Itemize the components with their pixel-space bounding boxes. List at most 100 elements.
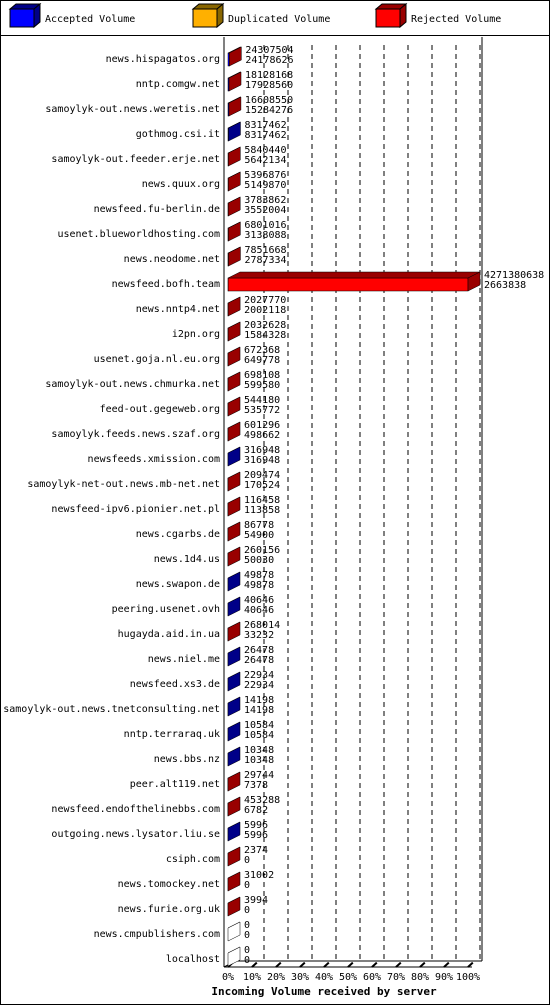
category-label: news.swapon.de [136, 579, 220, 590]
bar-side [227, 321, 241, 342]
value-label: 2787334 [244, 255, 286, 266]
bar-side [227, 821, 241, 842]
value-label: 10584 [244, 720, 274, 731]
tick-mark [251, 961, 258, 968]
value-label: 113858 [244, 505, 280, 516]
value-label: 544180 [244, 395, 280, 406]
value-label: 26478 [244, 645, 274, 656]
category-label: samoylyk.feeds.news.szaf.org [51, 429, 220, 440]
category-label: news.tomockey.net [118, 879, 220, 890]
value-label: 10348 [244, 755, 274, 766]
value-label: 0 [244, 955, 250, 966]
bar-side [227, 721, 241, 742]
category-label: news.cmpublishers.com [94, 929, 220, 940]
value-label: 5642134 [244, 155, 286, 166]
category-label: samoylyk-out.news.weretis.net [45, 104, 220, 115]
value-label: 1584328 [244, 330, 286, 341]
value-label: 22934 [244, 670, 274, 681]
category-label: feed-out.gegeweb.org [100, 404, 220, 415]
value-label: 5840440 [244, 145, 286, 156]
tick-mark [299, 961, 306, 968]
bar-side [229, 46, 242, 67]
bar-side [227, 296, 241, 317]
value-label: 50030 [244, 555, 274, 566]
bar-side [228, 221, 241, 242]
category-label: nntp.terraraq.uk [124, 729, 220, 740]
category-label: samoylyk-out.news.tnetconsulting.net [3, 704, 220, 715]
category-label: news.bbs.nz [154, 754, 220, 765]
category-label: usenet.blueworldhosting.com [57, 229, 220, 240]
value-label: 40646 [244, 595, 274, 606]
value-label: 601296 [244, 420, 280, 431]
bar-side [227, 871, 241, 892]
x-tick-label: 50% [339, 972, 357, 983]
bar-side [227, 696, 241, 717]
bar-side [228, 171, 241, 192]
value-label: 535772 [244, 405, 280, 416]
category-label: usenet.goja.nl.eu.org [94, 354, 220, 365]
value-label: 260156 [244, 545, 280, 556]
bar-side [227, 921, 241, 942]
value-label: 0 [244, 855, 250, 866]
value-label: 6782 [244, 805, 268, 816]
value-label: 209474 [244, 470, 280, 481]
value-label: 7851668 [244, 245, 286, 256]
category-label: newsfeed.fu-berlin.de [94, 204, 220, 215]
bar-top [227, 271, 481, 279]
value-label: 24307504 [245, 45, 293, 56]
value-label: 672368 [244, 345, 280, 356]
value-label: 316948 [244, 445, 280, 456]
legend-swatch [192, 8, 218, 28]
tick-mark [275, 961, 282, 968]
value-label: 2663838 [484, 280, 526, 291]
legend-swatch [375, 8, 401, 28]
x-tick-label: 30% [291, 972, 309, 983]
bar-side [227, 796, 241, 817]
category-label: nntp.comgw.net [136, 79, 220, 90]
value-label: 54900 [244, 530, 274, 541]
category-label: newsfeed.bofh.team [112, 279, 220, 290]
category-label: gothmog.csi.it [136, 129, 220, 140]
bar-side [467, 271, 481, 292]
value-label: 2027770 [244, 295, 286, 306]
x-tick-label: 40% [315, 972, 333, 983]
value-label: 316948 [244, 455, 280, 466]
category-label: localhost [166, 954, 220, 965]
bar-side [227, 771, 241, 792]
legend-swatch [9, 8, 35, 28]
value-label: 40646 [244, 605, 274, 616]
x-tick-label: 100% [456, 972, 480, 983]
value-label: 170524 [244, 480, 280, 491]
bar-side [228, 121, 241, 142]
bar-side [227, 371, 241, 392]
tick-mark [443, 961, 450, 968]
value-label: 7378 [244, 780, 268, 791]
value-label: 5396876 [244, 170, 286, 181]
value-label: 268014 [244, 620, 280, 631]
category-label: hugayda.aid.in.ua [118, 629, 220, 640]
bar-side [227, 671, 241, 692]
value-label: 29744 [244, 770, 274, 781]
bar-side [227, 946, 241, 967]
value-label: 3783862 [244, 195, 286, 206]
bar-side [227, 396, 241, 417]
bar-side [227, 621, 241, 642]
value-label: 17928560 [245, 80, 293, 91]
legend-swatch [399, 2, 407, 29]
value-label: 26478 [244, 655, 274, 666]
value-label: 599580 [244, 380, 280, 391]
value-label: 5149870 [244, 180, 286, 191]
bar-side [227, 521, 241, 542]
x-tick-label: 80% [411, 972, 429, 983]
value-label: 0 [244, 945, 250, 956]
x-tick-label: 0% [222, 972, 234, 983]
x-axis-title: Incoming Volume received by server [211, 985, 437, 998]
value-label: 14198 [244, 705, 274, 716]
category-label: newsfeeds.xmission.com [88, 454, 220, 465]
value-label: 2374 [244, 845, 268, 856]
category-label: news.nntp4.net [136, 304, 220, 315]
bar-rejected [227, 277, 469, 292]
